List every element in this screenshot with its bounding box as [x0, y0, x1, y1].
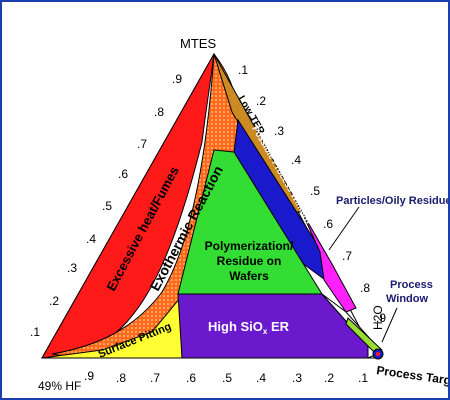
region-possible-window [233, 118, 329, 284]
vertex-h2o: H2O [371, 305, 385, 330]
bottom-tick: .2 [324, 371, 334, 385]
left-tick: .1 [30, 325, 40, 339]
particles-annotation: Particles/Oily Residue [336, 195, 448, 207]
bottom-tick: .4 [256, 371, 266, 385]
process-target-center [376, 352, 380, 356]
right-tick: .2 [256, 94, 266, 108]
bottom-tick: .5 [222, 371, 232, 385]
particles-arrow [328, 206, 360, 251]
polymerization-label-3: Wafers [229, 269, 269, 283]
left-tick: .4 [86, 232, 96, 246]
bottom-tick: .8 [116, 371, 126, 385]
vertex-mtes: MTES [180, 36, 216, 51]
right-tick: .1 [238, 63, 248, 77]
process-window-annotation-2: Window [386, 293, 428, 305]
bottom-tick: .9 [84, 369, 94, 383]
right-tick: .7 [342, 249, 352, 263]
right-tick: .9 [376, 311, 386, 325]
bottom-tick: .1 [358, 371, 368, 385]
left-tick: .6 [118, 167, 128, 181]
polymerization-label-1: Polymerization/ [205, 239, 294, 253]
region-surface-pitting [41, 296, 183, 359]
left-tick: .8 [154, 105, 164, 119]
process-target-label: Process Target [376, 363, 448, 389]
left-tick: .3 [67, 261, 77, 275]
right-tick: .6 [323, 217, 333, 231]
right-tick: .4 [291, 153, 301, 167]
left-tick: .5 [102, 199, 112, 213]
bottom-tick: .7 [150, 371, 160, 385]
right-tick: .3 [274, 124, 284, 138]
bottom-tick: .6 [186, 371, 196, 385]
left-tick: .7 [137, 137, 147, 151]
right-tick: .8 [360, 281, 370, 295]
process-window-annotation-1: Process [390, 279, 433, 291]
left-tick: .2 [49, 294, 59, 308]
left-tick: .9 [172, 72, 182, 86]
right-tick: .5 [310, 184, 320, 198]
polymerization-label-2: Residue on [217, 254, 282, 268]
vertex-hf: 49% HF [38, 379, 81, 393]
process-window-arrow [381, 307, 398, 343]
high-sio-label: High SiOx ER [208, 319, 290, 336]
bottom-tick: .3 [292, 371, 302, 385]
